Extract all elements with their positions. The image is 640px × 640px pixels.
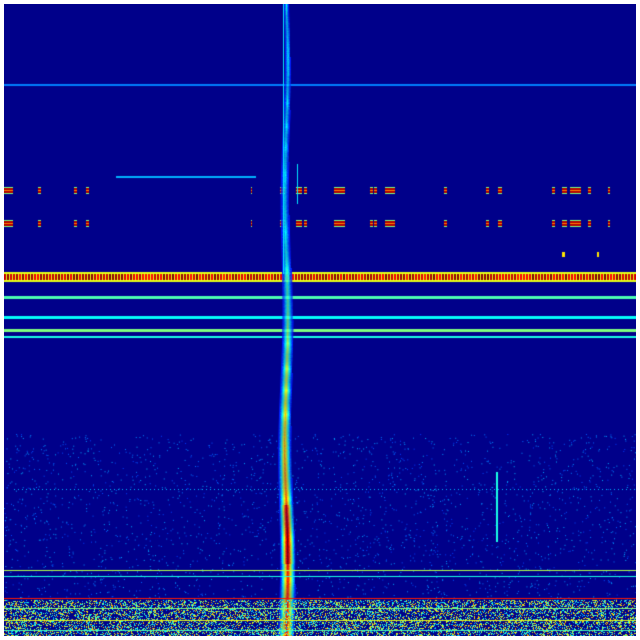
spectrogram-image bbox=[4, 4, 636, 636]
